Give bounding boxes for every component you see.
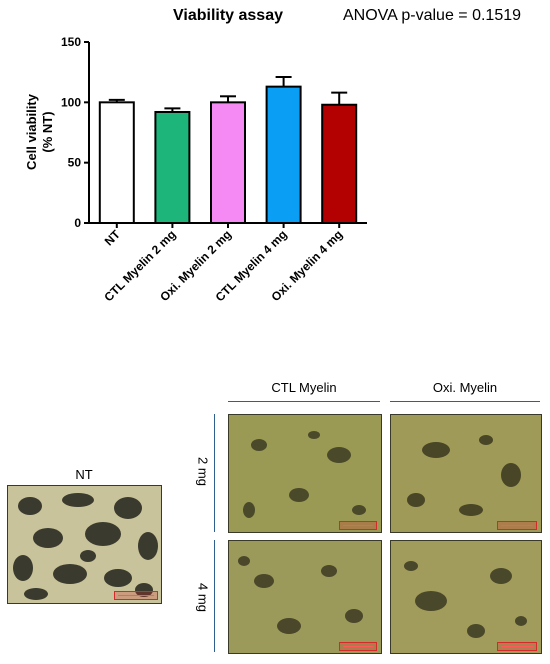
bar-chart: Viability assay ANOVA p-value = 0.1519 C…: [24, 7, 521, 304]
y-tick-label: 100: [61, 95, 81, 109]
column-label-ctl-myelin: CTL Myelin: [271, 380, 337, 395]
row-label-2mg: 2 mg: [195, 457, 211, 486]
row-divider-4mg: [214, 540, 215, 652]
scale-bar: [497, 521, 537, 530]
micrograph-ctl-4mg: [228, 540, 382, 654]
anova-annotation: ANOVA p-value = 0.1519: [343, 7, 521, 24]
bar: [265, 85, 302, 224]
bar: [154, 110, 191, 224]
y-tick-label: 50: [68, 156, 82, 170]
micrograph-ctl-2mg: [228, 414, 382, 533]
scale-bar: [497, 642, 537, 651]
y-axis-label-line1: Cell viability: [24, 93, 39, 170]
scale-bar: [114, 591, 158, 600]
column-divider-oxi: [390, 401, 540, 402]
row-divider-2mg: [214, 414, 215, 532]
y-axis-label-line2: (% NT): [40, 111, 55, 152]
column-label-oxi-myelin: Oxi. Myelin: [432, 380, 498, 395]
micrograph-oxi-4mg: [390, 540, 542, 654]
bar: [321, 103, 358, 224]
micrograph-oxi-2mg: [390, 414, 542, 533]
bar: [210, 101, 246, 224]
scale-bar: [339, 521, 377, 530]
y-tick-label: 150: [61, 35, 81, 49]
chart-title: Viability assay: [173, 7, 283, 24]
x-tick-label: NT: [102, 227, 124, 249]
row-label-4mg: 4 mg: [195, 583, 211, 612]
column-divider-ctl: [228, 401, 380, 402]
y-tick-label: 0: [74, 216, 81, 230]
scale-bar: [339, 642, 377, 651]
nt-image-label: NT: [75, 467, 93, 482]
bar: [98, 101, 135, 224]
y-axis-label: Cell viability (% NT): [24, 93, 55, 170]
nt-micrograph: [7, 485, 162, 604]
